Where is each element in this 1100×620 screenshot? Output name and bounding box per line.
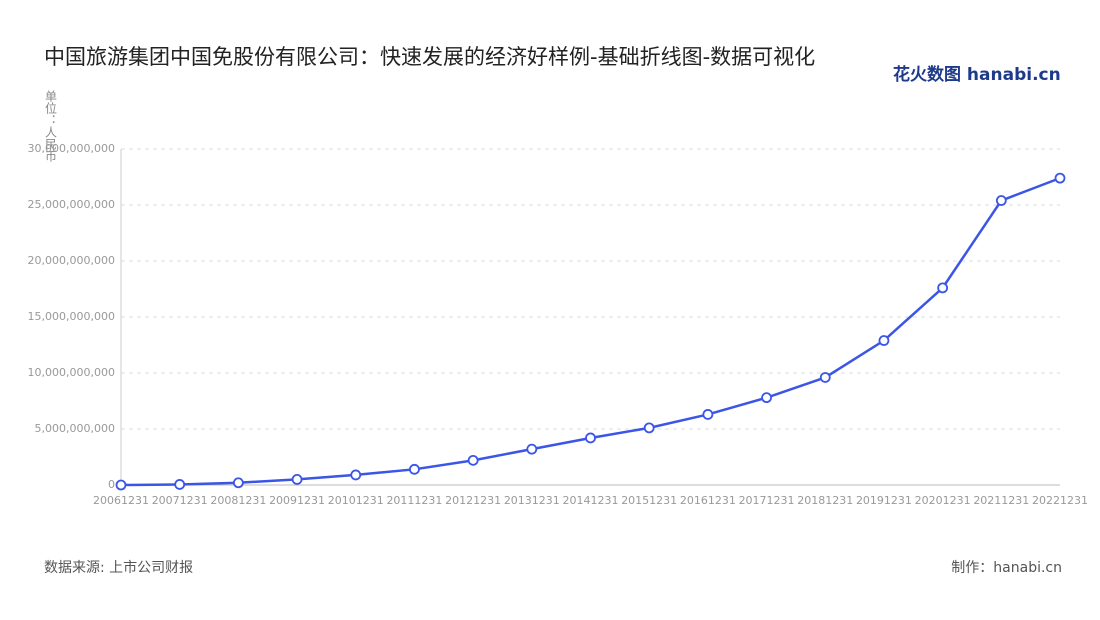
point <box>819 372 831 383</box>
x-tick-label: 20091231 <box>269 494 325 507</box>
point <box>467 454 479 466</box>
point <box>232 477 244 489</box>
point <box>1054 172 1066 184</box>
source-note: 数据来源: 上市公司财报 <box>44 560 194 576</box>
point <box>115 479 127 491</box>
y-tick-label: 15,000,000,000 <box>28 310 115 323</box>
x-tick-label: 20181231 <box>797 494 853 507</box>
x-tick-label: 20121231 <box>445 494 501 507</box>
point <box>878 335 890 346</box>
y-tick-label: 5,000,000,000 <box>35 422 115 435</box>
point <box>995 195 1007 206</box>
x-tick-label: 20101231 <box>328 494 384 507</box>
point <box>761 392 772 404</box>
point <box>174 479 186 490</box>
point <box>937 282 949 294</box>
x-tick-label: 20151231 <box>621 494 677 507</box>
point <box>643 422 655 434</box>
x-tick-label: 20201231 <box>915 494 971 507</box>
y-tick-label: 25,000,000,000 <box>28 198 115 211</box>
x-tick-label: 20071231 <box>152 494 208 507</box>
x-tick-label: 20131231 <box>504 494 560 507</box>
maker-note: 制作：hanabi.cn <box>951 560 1062 576</box>
point <box>291 473 303 485</box>
y-tick-label: 20,000,000,000 <box>28 254 115 267</box>
x-tick-label: 20171231 <box>739 494 795 507</box>
x-tick-label: 20211231 <box>973 494 1029 507</box>
x-tick-label: 20221231 <box>1032 494 1088 507</box>
y-tick-label: 0 <box>108 478 115 491</box>
x-tick-label: 20081231 <box>210 494 266 507</box>
x-tick-label: 20061231 <box>93 494 149 507</box>
point <box>702 409 714 420</box>
x-tick-label: 20111231 <box>386 494 442 507</box>
logo: 花火数图 hanabi.cn <box>893 65 1061 85</box>
point <box>350 469 362 481</box>
x-tick-label: 20191231 <box>856 494 912 507</box>
y-tick-label: 10,000,000,000 <box>28 366 115 379</box>
y-tick-label: 30,000,000,000 <box>28 142 115 155</box>
point <box>526 443 538 455</box>
x-tick-label: 20141231 <box>563 494 619 507</box>
chart-title: 中国旅游集团中国免股份有限公司：快速发展的经济好样例-基础折线图-数据可视化 <box>44 45 816 69</box>
x-tick-label: 20161231 <box>680 494 736 507</box>
point <box>409 463 420 475</box>
y-axis-label: 单位：人民币 <box>44 90 58 162</box>
point <box>585 432 596 444</box>
